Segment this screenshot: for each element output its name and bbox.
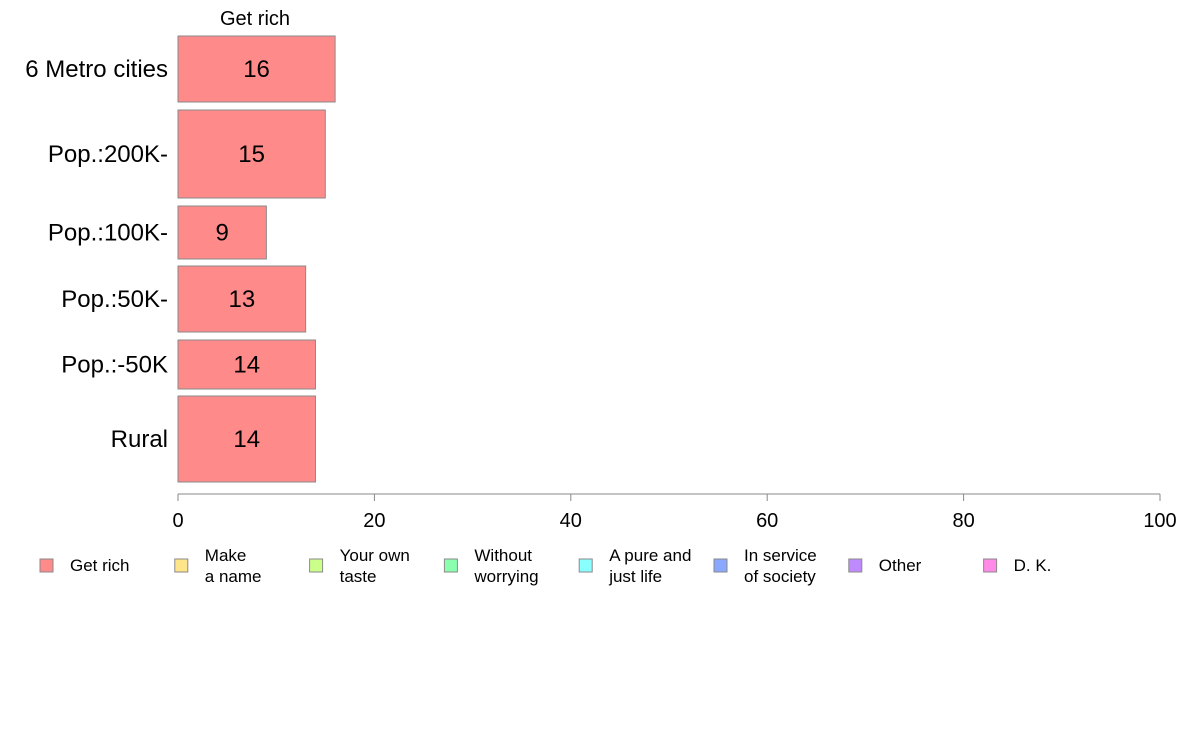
bar xyxy=(177,339,316,390)
bar-value-label: 13 xyxy=(228,286,255,313)
legend-item: In service of society xyxy=(713,546,817,586)
legend-item: D. K. xyxy=(983,556,1052,575)
legend-label: In service xyxy=(744,546,817,565)
legend-label: of society xyxy=(744,567,816,586)
x-tick-label: 40 xyxy=(560,510,582,532)
legend-swatch xyxy=(39,558,54,573)
x-tick-label: 80 xyxy=(952,510,974,532)
legend-label: A pure and xyxy=(609,546,691,565)
legend-label: just life xyxy=(608,567,662,586)
bar xyxy=(177,205,267,260)
category-label: Rural xyxy=(111,426,168,453)
bars-group: 16 15 9 13 14 14 xyxy=(177,35,336,483)
category-labels: 6 Metro cities Pop.:200K- Pop.:100K- Pop.:5… xyxy=(25,56,168,453)
legend-item: Make a name xyxy=(174,546,262,586)
bar-value-label: 15 xyxy=(238,141,265,168)
legend-label: a name xyxy=(205,567,262,586)
bar xyxy=(177,395,316,483)
legend-item: Your own taste xyxy=(309,546,410,586)
bar xyxy=(177,109,326,199)
x-tick-label: 100 xyxy=(1143,510,1176,532)
category-label: Pop.:200K- xyxy=(48,141,168,168)
bar-value-label: 14 xyxy=(233,426,260,453)
x-tick-label: 60 xyxy=(756,510,778,532)
legend-swatch xyxy=(713,558,728,573)
category-label: Pop.:50K- xyxy=(61,286,168,313)
category-label: Pop.:-50K xyxy=(61,352,168,379)
legend-item: Other xyxy=(848,556,922,575)
legend-item: Get rich xyxy=(39,556,130,575)
legend-swatch xyxy=(983,558,998,573)
column-title: Get rich xyxy=(220,8,290,30)
category-label: Pop.:100K- xyxy=(48,220,168,247)
bar-value-label: 9 xyxy=(216,220,229,247)
bar-value-label: 14 xyxy=(233,352,260,379)
legend-label: Get rich xyxy=(70,556,130,575)
x-tick-label: 20 xyxy=(363,510,385,532)
category-label: 6 Metro cities xyxy=(25,56,168,83)
legend-item: Without worrying xyxy=(443,546,539,586)
legend-label: worrying xyxy=(473,567,538,586)
legend-label: Make xyxy=(205,546,247,565)
bar xyxy=(177,35,336,103)
legend-swatch xyxy=(443,558,458,573)
legend-item: A pure and just life xyxy=(578,546,691,586)
bar-value-label: 16 xyxy=(243,56,270,83)
x-axis: 0 20 40 60 80 100 xyxy=(172,493,1177,532)
legend-swatch xyxy=(309,558,324,573)
x-tick-label: 0 xyxy=(172,510,183,532)
legend-swatch xyxy=(174,558,189,573)
legend-swatch xyxy=(848,558,863,573)
legend-label: taste xyxy=(340,567,377,586)
legend: Get rich Make a name Your own taste Without wo… xyxy=(39,546,1052,586)
legend-label: Other xyxy=(879,556,922,575)
legend-label: Your own xyxy=(340,546,410,565)
legend-swatch xyxy=(578,558,593,573)
legend-label: Without xyxy=(474,546,532,565)
bar xyxy=(177,265,307,333)
legend-label: D. K. xyxy=(1014,556,1052,575)
